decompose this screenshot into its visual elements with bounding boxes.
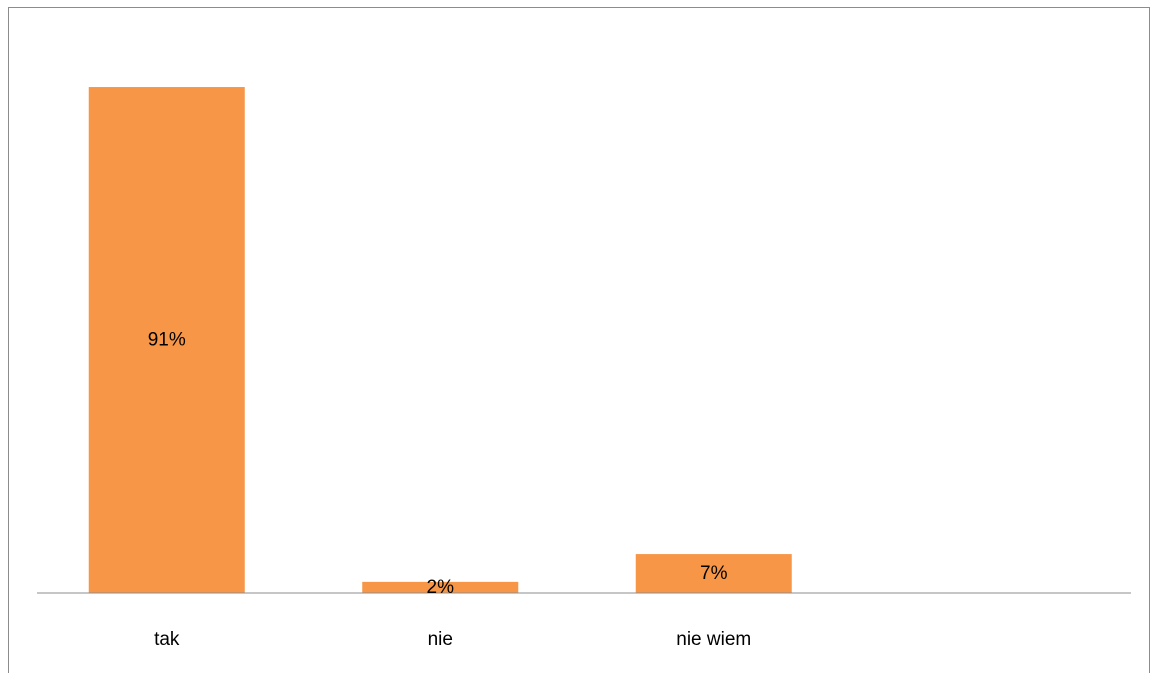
bar-nie <box>362 581 519 593</box>
bar-tak <box>88 87 245 593</box>
chart-frame <box>8 7 1150 673</box>
bars-layer <box>88 87 792 593</box>
bar-nie-wiem <box>635 554 792 593</box>
labels-layer: 91% tak 2% nie 7% nie wiem <box>148 330 752 650</box>
category-label-tak: tak <box>154 629 180 650</box>
category-label-nie: nie <box>428 629 453 650</box>
data-label-tak: 91% <box>148 330 186 351</box>
data-label-nie: 2% <box>427 577 455 598</box>
category-label-nie-wiem: nie wiem <box>676 629 751 650</box>
data-label-nie-wiem: 7% <box>700 563 728 584</box>
